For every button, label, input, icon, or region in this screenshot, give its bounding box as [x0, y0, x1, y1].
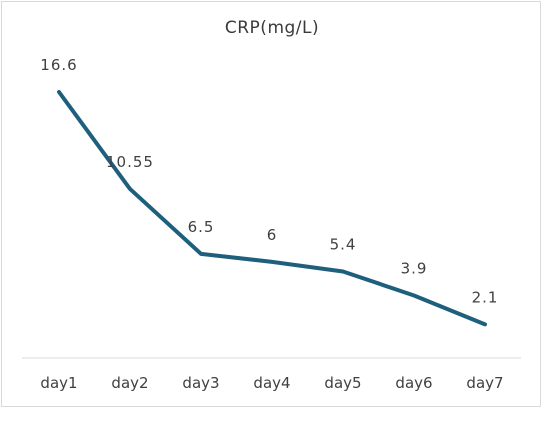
- x-tick-label: day3: [182, 374, 219, 392]
- data-label: 6.5: [188, 218, 215, 236]
- series-line: [57, 90, 487, 327]
- x-tick-labels: day1 day2 day3 day4 day5 day6 day7: [40, 374, 503, 392]
- chart-title: CRP(mg/L): [224, 18, 320, 38]
- data-label: 3.9: [401, 260, 428, 278]
- x-tick-label: day1: [40, 374, 77, 392]
- data-label: 2.1: [472, 288, 499, 306]
- data-label: 16.6: [40, 56, 77, 74]
- x-tick-label: day6: [395, 374, 432, 392]
- drop-lines: [58, 92, 486, 358]
- x-tick-label: day4: [253, 374, 290, 392]
- chart-frame: [1, 1, 541, 407]
- data-label: 10.55: [106, 153, 154, 171]
- value-labels: 16.6 10.55 6.5 6 5.4 3.9 2.1: [40, 56, 499, 306]
- x-tick-label: day7: [466, 374, 503, 392]
- data-label: 5.4: [330, 235, 357, 253]
- x-tick-label: day2: [111, 374, 148, 392]
- x-tick-label: day5: [324, 374, 361, 392]
- data-label: 6: [267, 226, 278, 244]
